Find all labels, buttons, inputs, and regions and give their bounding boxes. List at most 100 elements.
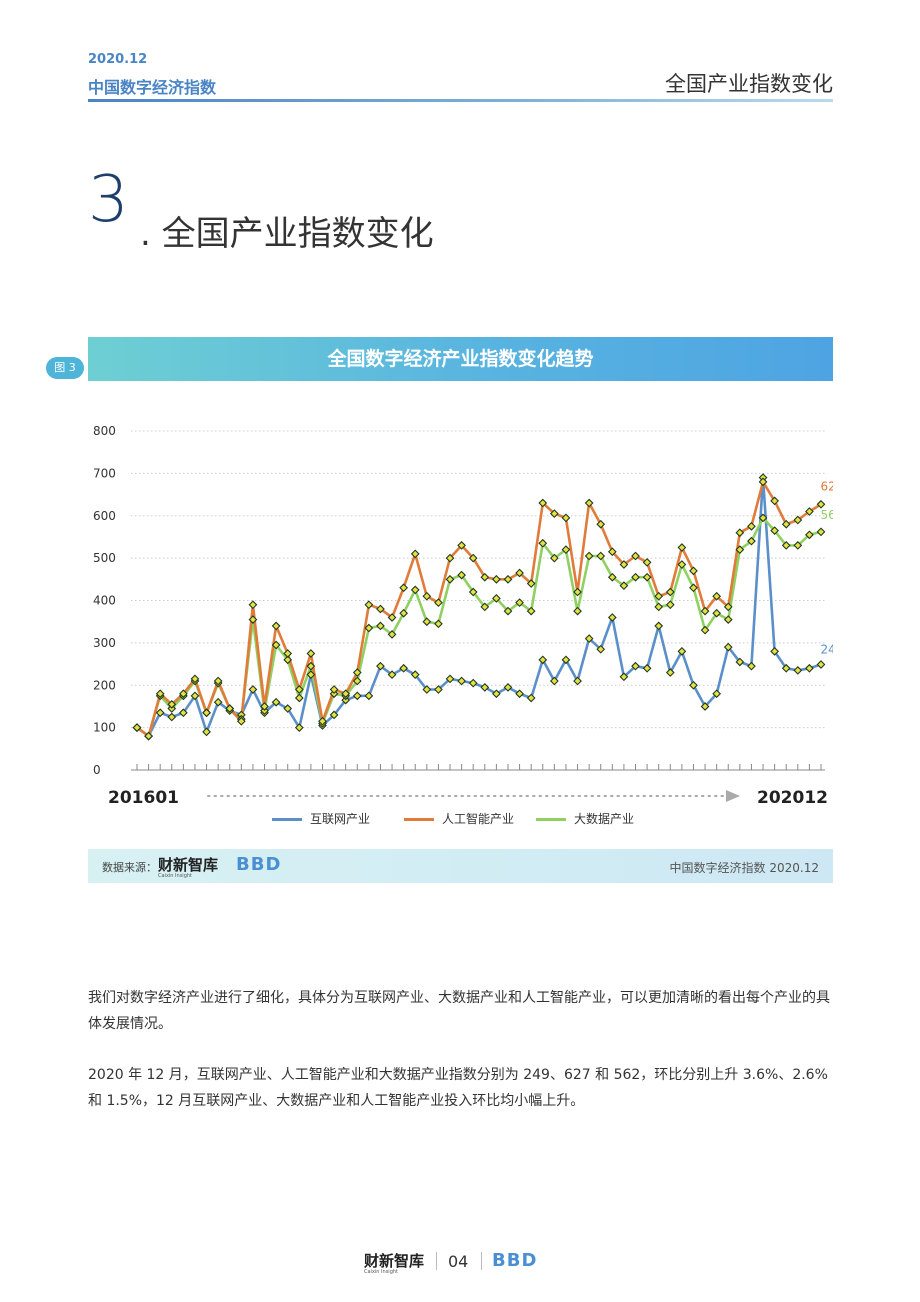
- series-internet-point: [700, 702, 710, 711]
- series-ai-point: [816, 499, 826, 509]
- paragraph-1: 我们对数字经济产业进行了细化，具体分为互联网产业、大数据产业和人工智能产业，可以…: [88, 990, 830, 1032]
- series-bigdata-point: [619, 581, 629, 591]
- series-internet-point: [155, 708, 165, 718]
- series-ai-point: [376, 604, 385, 614]
- source-bar: 数据来源： 财新智库 Caixin Insight BBD 中国数字经济指数 20…: [88, 849, 833, 883]
- series-internet-point: [712, 689, 722, 699]
- series-ai-point: [468, 553, 478, 563]
- page-number: 04: [448, 1252, 469, 1271]
- series-ai-point: [213, 676, 223, 686]
- series-ai-point: [781, 519, 791, 529]
- series-internet-point: [515, 689, 524, 699]
- series-ai-point: [294, 685, 304, 694]
- series-bigdata-point: [248, 615, 258, 624]
- series-bigdata-point: [689, 583, 698, 593]
- series-internet-point: [619, 672, 629, 682]
- series-ai-point: [341, 689, 351, 699]
- series-ai-point: [700, 606, 710, 616]
- series-ai-point: [318, 716, 327, 726]
- footer-separator-right: [481, 1252, 482, 1270]
- series-internet-point: [329, 710, 339, 720]
- series-internet-point: [399, 663, 409, 673]
- series-internet-point: [352, 691, 362, 701]
- series-bigdata-point: [573, 606, 582, 616]
- series-bigdata-point: [445, 574, 455, 584]
- series-internet-point: [480, 682, 490, 692]
- series-internet-point: [607, 613, 617, 622]
- series-ai-point: [503, 574, 513, 584]
- series-ai-point: [793, 515, 803, 525]
- y-tick-label-300: 300: [93, 636, 116, 650]
- series-ai-point: [492, 574, 501, 584]
- series-ai-point: [631, 551, 640, 561]
- series-bigdata-point: [816, 527, 826, 537]
- source-label: 数据来源：: [102, 861, 157, 874]
- series-internet-point: [202, 727, 211, 737]
- series-ai-point: [607, 547, 617, 557]
- series-internet-point: [573, 676, 582, 686]
- series-bigdata-point: [665, 600, 675, 610]
- series-ai-point: [747, 521, 756, 531]
- series-ai-point: [202, 708, 211, 718]
- series-ai-point: [642, 557, 652, 567]
- series-internet-point: [445, 674, 455, 684]
- caixin-logo: 财新智库 Caixin Insight: [158, 856, 219, 879]
- figure-tag: 图 3: [46, 357, 84, 379]
- legend-item-internet: 互联网产业: [272, 810, 370, 827]
- series-ai-point: [480, 572, 490, 582]
- series-bigdata-point: [376, 621, 385, 631]
- series-internet-point: [805, 663, 814, 673]
- x-range-arrow-head: [726, 790, 740, 802]
- series-ai-point: [225, 704, 235, 713]
- series-ai-point: [329, 685, 339, 694]
- series-bigdata-point: [364, 623, 374, 633]
- series-ai-point: [410, 549, 420, 559]
- series-internet-point: [689, 680, 698, 690]
- series-bigdata-point: [283, 655, 293, 665]
- series-internet-point: [457, 676, 466, 686]
- series-bigdata-end-label: 562: [821, 508, 833, 522]
- series-bigdata-point: [596, 551, 606, 561]
- series-internet-point: [561, 655, 571, 665]
- series-ai-point: [573, 587, 582, 597]
- series-ai-point: [549, 509, 559, 519]
- series-ai-point: [515, 568, 524, 578]
- series-ai-point: [248, 600, 258, 610]
- series-internet-point: [816, 660, 826, 669]
- legend-item-ai: 人工智能产业: [404, 810, 514, 827]
- series-internet-point: [213, 697, 223, 707]
- series-bigdata-point: [399, 608, 409, 618]
- series-ai-point: [805, 507, 814, 516]
- series-internet-point: [271, 697, 281, 707]
- series-ai-point: [723, 602, 733, 612]
- section-number: 3: [88, 163, 129, 237]
- series-ai-point: [422, 591, 432, 601]
- series-ai-point: [712, 591, 722, 601]
- header-date: 2020.12: [88, 52, 148, 67]
- series-ai-point: [596, 519, 606, 529]
- series-internet-point: [248, 685, 258, 694]
- y-tick-label-400: 400: [93, 594, 116, 608]
- legend-label-bigdata: 大数据产业: [574, 812, 635, 826]
- series-ai-point: [665, 587, 675, 597]
- series-ai-point: [144, 731, 153, 741]
- series-internet-point: [654, 621, 664, 631]
- series-bigdata-point: [607, 572, 617, 582]
- series-internet-point: [584, 634, 594, 644]
- series-bigdata-point: [422, 617, 432, 627]
- series-bigdata-point: [434, 619, 443, 629]
- y-tick-label-800: 800: [93, 424, 116, 438]
- series-ai-point: [167, 699, 177, 709]
- series-internet-point: [665, 668, 675, 677]
- series-bigdata-point: [677, 560, 687, 569]
- series-bigdata-point: [387, 630, 397, 639]
- legend-swatch-internet: [272, 818, 302, 821]
- series-ai-point: [457, 541, 466, 550]
- series-internet-point: [723, 642, 733, 652]
- legend-swatch-ai: [404, 818, 434, 821]
- x-start-label: 201601: [108, 788, 179, 805]
- series-internet-point: [364, 691, 374, 701]
- series-bigdata-point: [306, 661, 316, 671]
- series-bigdata-point: [526, 606, 536, 616]
- series-ai-end-label: 627: [821, 479, 833, 493]
